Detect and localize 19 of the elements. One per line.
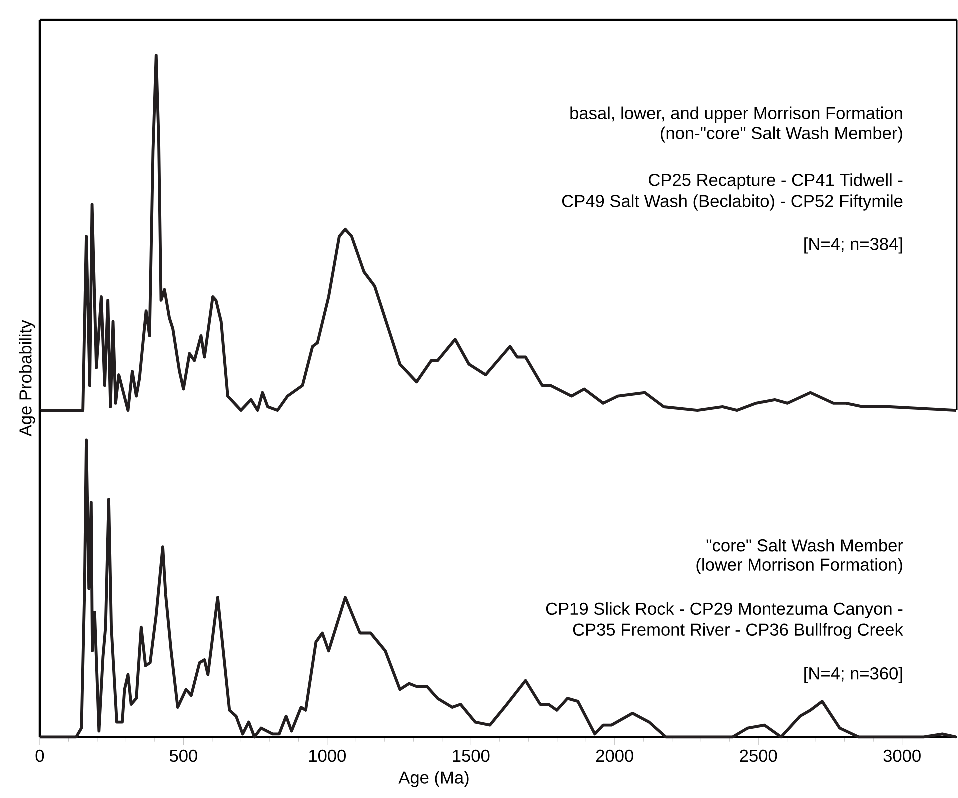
- annotation: (lower Morrison Formation): [696, 558, 902, 574]
- x-tick-label: 2500: [740, 750, 778, 762]
- annotation: basal, lower, and upper Morrison Formation: [570, 106, 902, 123]
- annotation: CP35 Fremont River - CP36 Bullfrog Creek: [573, 623, 904, 640]
- annotation: (non-"core" Salt Wash Member): [661, 126, 902, 143]
- x-tick-label: 500: [170, 750, 198, 762]
- x-tick-label: 1000: [309, 750, 346, 762]
- x-tick-label: 0: [36, 750, 44, 762]
- annotation: "core" Salt Wash Member: [706, 539, 904, 552]
- x-tick-label: 2000: [596, 750, 634, 762]
- annotation: [N=4; n=360]: [804, 666, 902, 684]
- y-axis-title: Age Probability: [19, 320, 36, 437]
- x-axis-title: Age (Ma): [398, 771, 469, 788]
- annotation: CP49 Salt Wash (Beclabito) - CP52 Fiftymile: [562, 194, 903, 211]
- annotation: [N=4; n=384]: [804, 238, 902, 254]
- x-tick-label: 3000: [884, 750, 921, 762]
- x-tick-label: 1500: [453, 750, 490, 762]
- annotation: CP25 Recapture - CP41 Tidwell -: [649, 174, 903, 190]
- annotation: CP19 Slick Rock - CP29 Montezuma Canyon -: [546, 602, 903, 618]
